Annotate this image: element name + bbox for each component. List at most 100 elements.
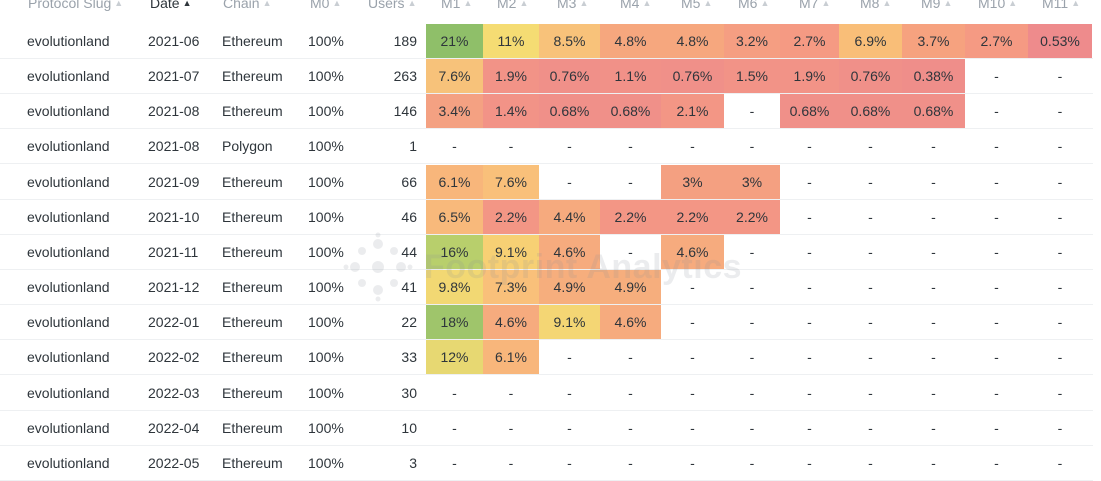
cell-m3: - (567, 349, 572, 366)
cell-m6: - (749, 349, 755, 366)
cell-m0: 100% (308, 384, 344, 401)
cell-m0: 100% (308, 454, 344, 471)
cell-users: 44 (401, 243, 417, 260)
cell-users: 22 (401, 314, 417, 331)
cell-m11: - (1057, 243, 1063, 260)
column-header-m8[interactable]: M8 ▲ (860, 0, 891, 13)
cell-m8: - (868, 208, 873, 225)
cell-m8: 0.68% (839, 94, 902, 130)
cell-chain: Ethereum (222, 419, 283, 436)
column-header-m7[interactable]: M7 ▲ (799, 0, 830, 13)
table-row[interactable]: evolutionland 2022-04 Ethereum 100% 10 - - - - - -… (0, 411, 1101, 446)
table-row[interactable]: evolutionland 2021-11 Ethereum 100% 44 16% 9.1… (0, 234, 1101, 270)
cell-chain: Ethereum (222, 68, 283, 85)
table-row[interactable]: evolutionland 2021-09 Ethereum 100% 66 6.1% 7.… (0, 164, 1101, 200)
cell-protocol: evolutionland (27, 454, 110, 471)
cell-m6: 2.2% (724, 199, 780, 235)
cell-date: 2022-03 (148, 384, 200, 401)
table-row[interactable]: evolutionland 2021-08 Ethereum 100% 146 3.4% 1… (0, 94, 1101, 130)
cell-m9: 0.38% (902, 59, 965, 95)
cell-protocol: evolutionland (27, 349, 110, 366)
column-header-m5[interactable]: M5 ▲ (681, 0, 712, 13)
cell-m11: - (1057, 138, 1063, 155)
cell-m7: - (807, 279, 812, 296)
cell-m11: - (1057, 349, 1063, 366)
cell-m10: - (994, 208, 999, 225)
column-header-m0[interactable]: M0 ▲ (310, 0, 341, 13)
table-row[interactable]: evolutionland 2021-07 Ethereum 100% 263 7.6% 1… (0, 59, 1101, 95)
column-header-m10[interactable]: M10 ▲ (978, 0, 1017, 13)
cell-m7: - (807, 384, 812, 401)
cell-m11: - (1057, 384, 1063, 401)
cell-protocol: evolutionland (27, 138, 110, 155)
cell-m8: 0.76% (839, 59, 902, 95)
column-header-m4[interactable]: M4 ▲ (620, 0, 651, 13)
cell-m10: - (994, 68, 999, 85)
cell-date: 2022-01 (148, 314, 200, 331)
cell-m3: - (567, 454, 572, 471)
column-header-m6[interactable]: M6 ▲ (738, 0, 769, 13)
cell-m2: 1.4% (483, 94, 539, 130)
cell-m8: - (868, 384, 873, 401)
cell-m3: 9.1% (539, 305, 600, 341)
cell-m8: - (868, 243, 873, 260)
column-header-m3[interactable]: M3 ▲ (557, 0, 588, 13)
column-header-chain[interactable]: Chain ▲ (223, 0, 272, 13)
column-header-users[interactable]: Users ▲ (368, 0, 416, 13)
sort-icon: ▲ (519, 0, 529, 8)
table-row[interactable]: evolutionland 2022-05 Ethereum 100% 3 - - - - - - -… (0, 446, 1101, 481)
table-header: Protocol Slug ▲ Date ▲ Chain ▲ M0 ▲ Users ▲ M1 ▲ M2 ▲… (0, 0, 1101, 12)
cell-m6: - (749, 314, 755, 331)
cell-m2: - (508, 419, 514, 436)
cell-m10: - (994, 138, 999, 155)
cell-m0: 100% (308, 103, 344, 120)
cell-m1: - (452, 384, 457, 401)
column-header-m1[interactable]: M1 ▲ (441, 0, 472, 13)
cell-m8: - (868, 419, 873, 436)
cell-m0: 100% (308, 279, 344, 296)
cell-m9: - (931, 208, 936, 225)
cell-users: 3 (409, 454, 417, 471)
cell-chain: Ethereum (222, 103, 283, 120)
column-header-protocol-slug[interactable]: Protocol Slug ▲ (28, 0, 123, 13)
column-header-label: M2 (497, 0, 517, 11)
table-row[interactable]: evolutionland 2021-12 Ethereum 100% 41 9.8% 7.… (0, 270, 1101, 306)
table-row[interactable]: evolutionland 2021-10 Ethereum 100% 46 6.5% 2.… (0, 199, 1101, 235)
cell-m3: 0.68% (539, 94, 600, 130)
column-header-label: M7 (799, 0, 819, 11)
cell-m2: 9.1% (483, 234, 539, 270)
cell-m9: - (931, 454, 936, 471)
cell-date: 2022-05 (148, 454, 200, 471)
cell-m3: 4.6% (539, 234, 600, 270)
cell-chain: Polygon (222, 138, 273, 155)
table-row[interactable]: evolutionland 2022-03 Ethereum 100% 30 - - - - - -… (0, 376, 1101, 411)
cell-users: 10 (401, 419, 417, 436)
cell-m0: 100% (308, 173, 344, 190)
cell-m2: 1.9% (483, 59, 539, 95)
column-header-m2[interactable]: M2 ▲ (497, 0, 528, 13)
cell-m6: 3.2% (724, 24, 780, 59)
cell-m6: - (749, 384, 755, 401)
cell-m6: - (749, 454, 755, 471)
sort-icon: ▲ (882, 0, 892, 8)
table-row[interactable]: evolutionland 2022-01 Ethereum 100% 22 18% 4.6… (0, 305, 1101, 341)
cell-m10: - (994, 243, 999, 260)
cell-m10: - (994, 419, 999, 436)
table-row[interactable]: evolutionland 2021-08 Polygon 100% 1 - - - - - - - -… (0, 129, 1101, 165)
column-header-label: M6 (738, 0, 758, 11)
cell-m10: - (994, 349, 999, 366)
cell-m7: 0.68% (780, 94, 839, 130)
cell-m0: 100% (308, 314, 344, 331)
cell-m5: - (690, 419, 695, 436)
table-row[interactable]: evolutionland 2022-02 Ethereum 100% 33 12% 6.1… (0, 340, 1101, 376)
cell-users: 41 (401, 279, 417, 296)
column-header-label: M8 (860, 0, 880, 11)
cell-m7: - (807, 349, 812, 366)
cell-chain: Ethereum (222, 243, 283, 260)
column-header-date[interactable]: Date ▲ (150, 0, 192, 13)
cell-date: 2022-02 (148, 349, 200, 366)
cell-protocol: evolutionland (27, 68, 110, 85)
table-row[interactable]: evolutionland 2021-06 Ethereum 100% 189 21% 11… (0, 24, 1101, 59)
column-header-m11[interactable]: M11 ▲ (1042, 0, 1080, 13)
column-header-m9[interactable]: M9 ▲ (921, 0, 952, 13)
